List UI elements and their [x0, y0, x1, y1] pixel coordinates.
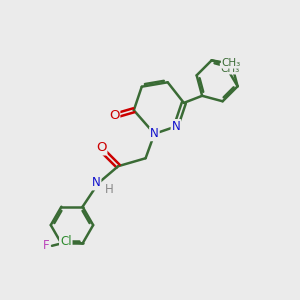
Text: CH₃: CH₃	[222, 58, 241, 68]
Text: O: O	[96, 141, 106, 154]
Text: N: N	[92, 176, 100, 190]
Text: CH₃: CH₃	[220, 64, 240, 74]
Text: F: F	[43, 239, 50, 252]
Text: Cl: Cl	[60, 236, 72, 248]
Text: N: N	[172, 120, 180, 133]
Text: O: O	[109, 109, 119, 122]
Text: N: N	[150, 127, 159, 140]
Text: H: H	[104, 183, 113, 196]
